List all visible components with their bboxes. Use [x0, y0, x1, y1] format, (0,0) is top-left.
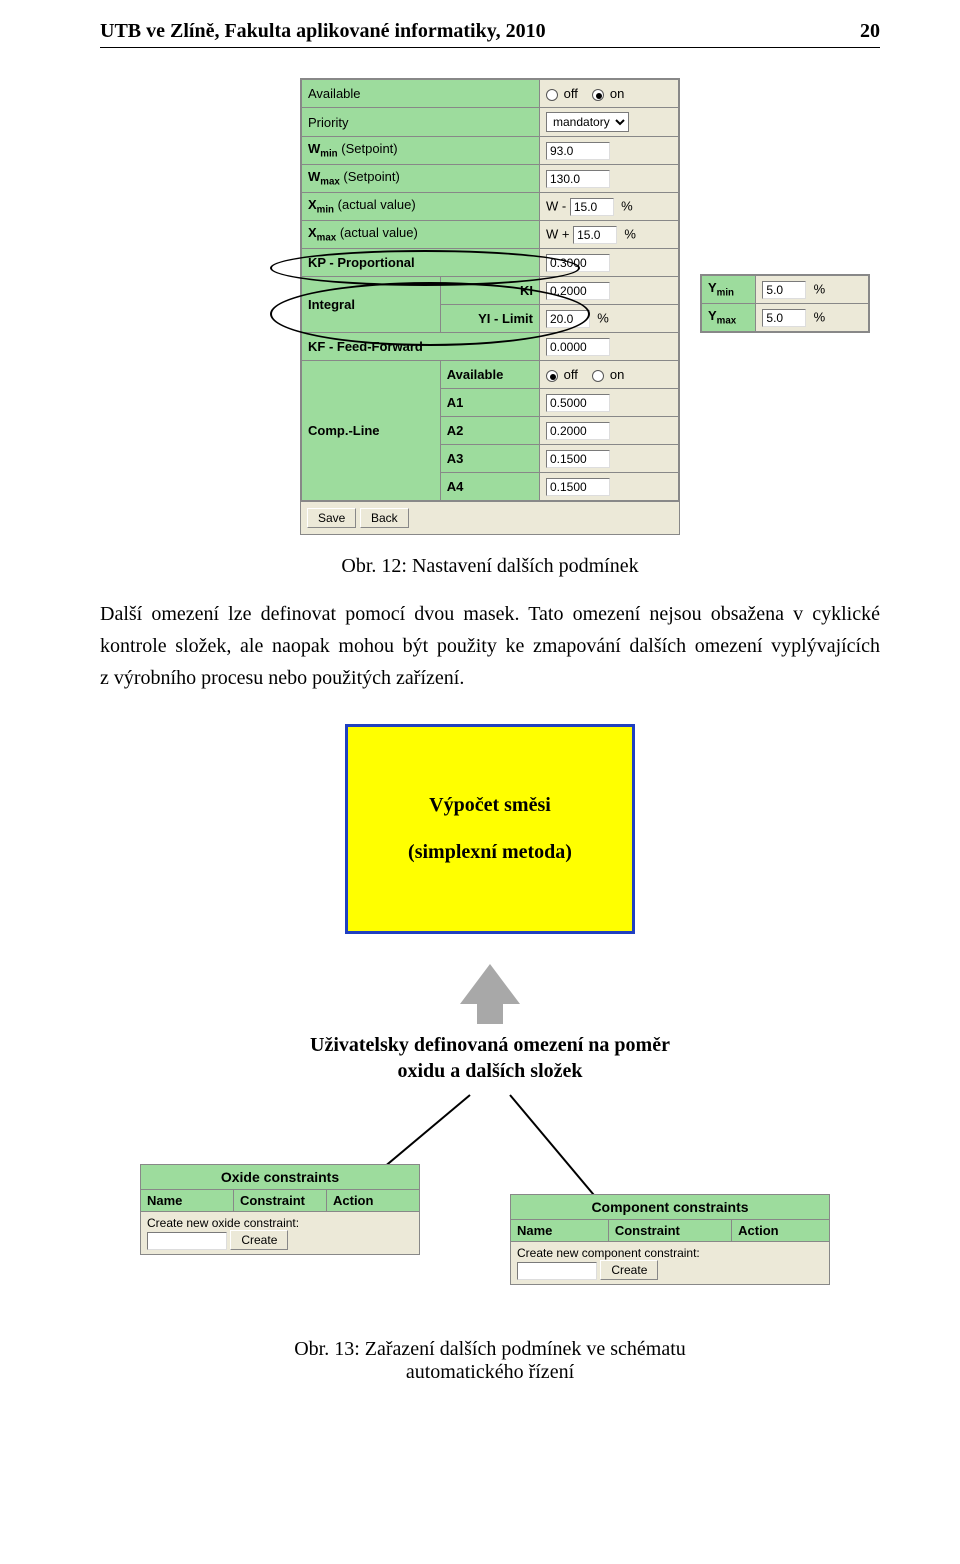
y-limits-panel: Ymin 5.0 % Ymax 5.0 %	[700, 274, 870, 333]
yi-label: YI - Limit	[440, 305, 539, 333]
ymax-unit: %	[814, 309, 826, 324]
arrow-up-icon	[460, 964, 520, 1004]
a1-input[interactable]: 0.5000	[546, 394, 610, 412]
available-label: Available	[302, 80, 540, 108]
oxide-columns: Name Constraint Action	[141, 1190, 419, 1212]
oxide-constraints-panel: Oxide constraints Name Constraint Action…	[140, 1164, 420, 1255]
a2-label: A2	[440, 417, 539, 445]
component-create-input[interactable]	[517, 1262, 597, 1280]
back-button[interactable]: Back	[360, 508, 409, 528]
comp-available-label: Available	[440, 361, 539, 389]
wmin-label: Wmin (Setpoint)	[302, 137, 540, 165]
xmax-input[interactable]: 15.0	[573, 226, 617, 244]
a3-input[interactable]: 0.1500	[546, 450, 610, 468]
wmax-input[interactable]: 130.0	[546, 170, 610, 188]
oxide-create-button[interactable]: Create	[230, 1230, 288, 1250]
component-col-constraint: Constraint	[609, 1220, 732, 1241]
xmax-label: Xmax (actual value)	[302, 221, 540, 249]
simplex-subtitle: (simplexní metoda)	[408, 841, 572, 864]
radio-on-icon[interactable]	[592, 370, 604, 382]
wmax-label: Wmax (Setpoint)	[302, 165, 540, 193]
user-defined-constraints-label: Uživatelsky definovaná omezení na poměr …	[310, 1032, 670, 1084]
wmin-input[interactable]: 93.0	[546, 142, 610, 160]
kp-input[interactable]: 0.3000	[546, 254, 610, 272]
a2-input[interactable]: 0.2000	[546, 422, 610, 440]
constraints-row: Oxide constraints Name Constraint Action…	[140, 1094, 840, 1334]
component-col-action: Action	[732, 1220, 829, 1241]
kf-label: KF - Feed-Forward	[302, 333, 540, 361]
component-title: Component constraints	[511, 1195, 829, 1220]
a4-input[interactable]: 0.1500	[546, 478, 610, 496]
body-paragraph: Další omezení lze definovat pomocí dvou …	[100, 598, 880, 694]
oxide-col-constraint: Constraint	[234, 1190, 327, 1211]
component-create-row: Create new component constraint: Create	[511, 1242, 829, 1284]
page: UTB ve Zlíně, Fakulta aplikované informa…	[0, 0, 960, 1444]
available-off-label: off	[564, 86, 578, 101]
radio-off-icon[interactable]	[546, 89, 558, 101]
params-panel: Available off on Priority	[300, 78, 680, 535]
a3-label: A3	[440, 445, 539, 473]
ymax-label: Ymax	[702, 304, 756, 332]
simplex-box: Výpočet směsi (simplexní metoda)	[345, 724, 635, 934]
button-row: Save Back	[301, 501, 679, 534]
xmin-unit: %	[621, 198, 633, 213]
integral-label: Integral	[302, 277, 441, 333]
ki-label: KI	[440, 277, 539, 305]
yi-input[interactable]: 20.0	[546, 310, 590, 328]
comp-label: Comp.-Line	[302, 361, 441, 501]
ymin-label: Ymin	[702, 276, 756, 304]
oxide-col-name: Name	[141, 1190, 234, 1211]
component-columns: Name Constraint Action	[511, 1220, 829, 1242]
page-header: UTB ve Zlíně, Fakulta aplikované informa…	[100, 20, 880, 48]
oxide-title: Oxide constraints	[141, 1165, 419, 1190]
kf-input[interactable]: 0.0000	[546, 338, 610, 356]
component-create-label: Create new component constraint:	[517, 1246, 700, 1260]
oxide-create-label: Create new oxide constraint:	[147, 1216, 299, 1230]
radio-on-icon[interactable]	[592, 89, 604, 101]
comp-available-value[interactable]: off on	[540, 361, 679, 389]
xmin-input[interactable]: 15.0	[570, 198, 614, 216]
component-col-name: Name	[511, 1220, 609, 1241]
a1-label: A1	[440, 389, 539, 417]
header-left: UTB ve Zlíně, Fakulta aplikované informa…	[100, 20, 546, 43]
ymin-input[interactable]: 5.0	[762, 281, 806, 299]
ymax-input[interactable]: 5.0	[762, 309, 806, 327]
figure-13-caption: Obr. 13: Zařazení dalších podmínek ve sc…	[100, 1338, 880, 1384]
header-page-number: 20	[860, 20, 880, 43]
yi-unit: %	[597, 310, 609, 325]
oxide-create-row: Create new oxide constraint: Create	[141, 1212, 419, 1254]
a4-label: A4	[440, 473, 539, 501]
kp-label: KP - Proportional	[302, 249, 540, 277]
priority-select[interactable]: mandatory	[546, 112, 629, 132]
available-on-label: on	[610, 86, 624, 101]
arrow-stem	[477, 1004, 503, 1024]
xmax-prefix: W +	[546, 226, 569, 241]
xmin-prefix: W -	[546, 198, 566, 213]
ymin-unit: %	[814, 281, 826, 296]
oxide-col-action: Action	[327, 1190, 419, 1211]
figure-12: Available off on Priority	[100, 78, 880, 535]
component-create-button[interactable]: Create	[600, 1260, 658, 1280]
priority-value-cell: mandatory	[540, 108, 679, 137]
oxide-create-input[interactable]	[147, 1232, 227, 1250]
radio-off-icon[interactable]	[546, 370, 558, 382]
params-table: Available off on Priority	[301, 79, 679, 501]
xmin-label: Xmin (actual value)	[302, 193, 540, 221]
component-constraints-panel: Component constraints Name Constraint Ac…	[510, 1194, 830, 1285]
ki-input[interactable]: 0.2000	[546, 282, 610, 300]
priority-label: Priority	[302, 108, 540, 137]
figure-13: Výpočet směsi (simplexní metoda) Uživate…	[100, 724, 880, 1334]
simplex-title: Výpočet směsi	[429, 794, 551, 817]
figure-12-caption: Obr. 12: Nastavení dalších podmínek	[100, 555, 880, 578]
available-value[interactable]: off on	[540, 80, 679, 108]
save-button[interactable]: Save	[307, 508, 356, 528]
xmax-unit: %	[624, 226, 636, 241]
